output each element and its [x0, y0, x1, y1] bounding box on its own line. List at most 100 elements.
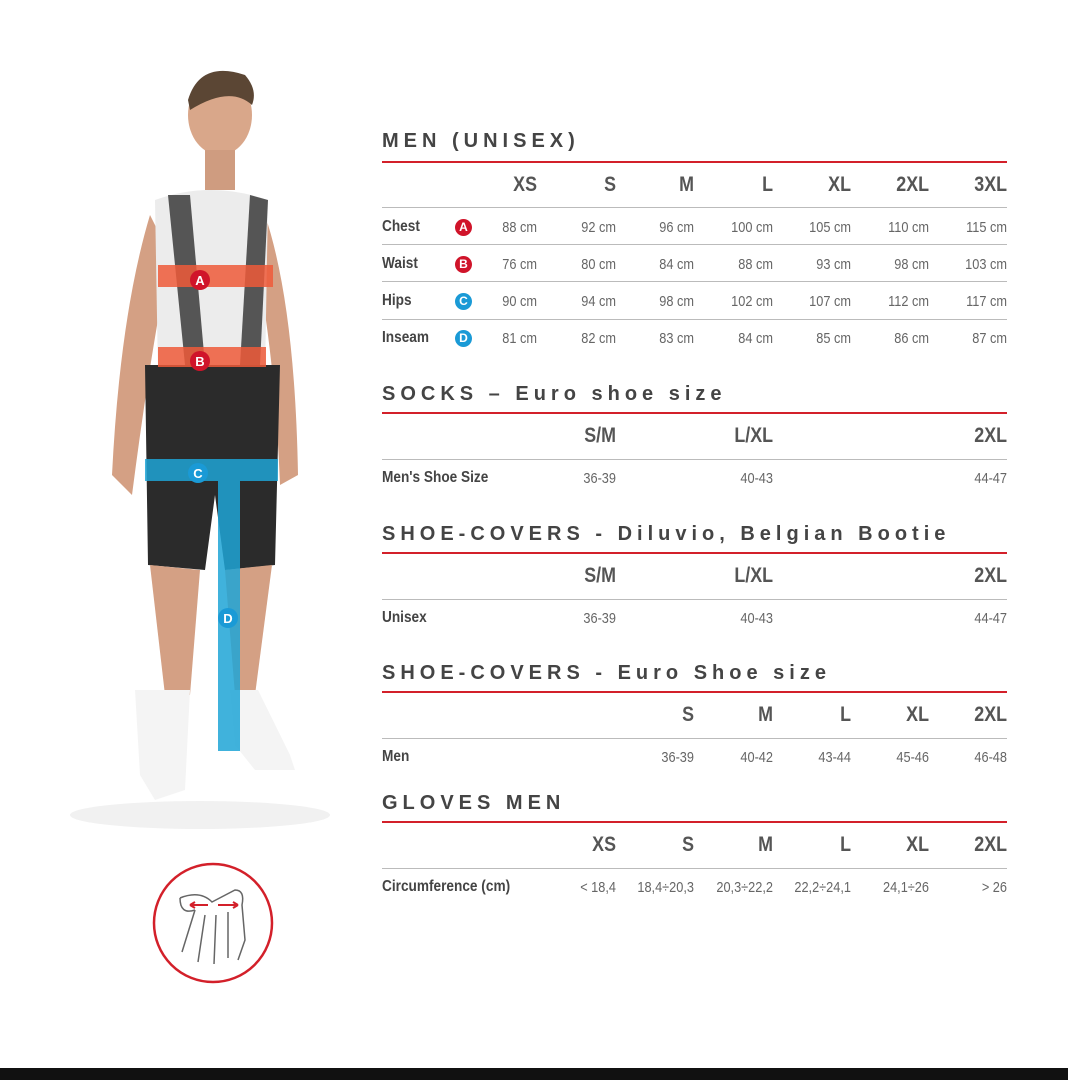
table-cell: 80 cm	[581, 256, 616, 273]
table-cell: 40-42	[740, 749, 773, 766]
size-header: L	[840, 833, 851, 856]
table-cell: < 18,4	[580, 879, 616, 896]
table-cell: 81 cm	[502, 330, 537, 347]
table-cell: 24,1÷26	[882, 879, 929, 896]
size-header: XL	[828, 173, 851, 196]
table-cell: 117 cm	[966, 293, 1007, 310]
table-cell: 103 cm	[965, 256, 1007, 273]
table-cell: 45-46	[896, 749, 929, 766]
table-cell: 86 cm	[894, 330, 929, 347]
table-cell: 36-39	[583, 470, 616, 487]
table-cell: 105 cm	[809, 219, 851, 236]
size-header: S	[682, 833, 694, 856]
table-cell: 40-43	[740, 470, 773, 487]
table-cell: 87 cm	[972, 330, 1007, 347]
divider	[382, 738, 1007, 739]
table-cell: 36-39	[661, 749, 694, 766]
table-cell: 82 cm	[581, 330, 616, 347]
svg-text:A: A	[195, 273, 205, 288]
men-size-table: MEN (UNISEX) XS S M L XL 2XL 3XL Chest A 88 cm 92 …	[382, 130, 1007, 360]
men-title: MEN (UNISEX)	[382, 130, 580, 152]
row-label: Inseam	[382, 329, 430, 346]
socks-size-table: SOCKS – Euro shoe size S/M L/XL 2XL Men's Sh…	[382, 383, 1007, 493]
divider	[382, 599, 1007, 600]
hand-circumference-icon	[152, 862, 274, 984]
table-cell: 40-43	[740, 610, 773, 627]
size-header: L	[840, 703, 851, 726]
size-header: XL	[906, 833, 929, 856]
size-header: XL	[906, 703, 929, 726]
size-header: L	[762, 173, 773, 196]
size-header: 2XL	[974, 424, 1007, 447]
badge-b: B	[190, 351, 210, 371]
divider	[382, 552, 1007, 554]
badge-d: D	[218, 608, 238, 628]
divider	[382, 691, 1007, 693]
row-label: Men	[382, 748, 410, 765]
divider	[382, 244, 1007, 245]
row-label: Circumference (cm)	[382, 878, 511, 895]
size-header: 2XL	[974, 703, 1007, 726]
badge-c: C	[188, 463, 208, 483]
measure-badge: A	[455, 219, 472, 236]
size-header: S	[682, 703, 694, 726]
table-cell: 84 cm	[738, 330, 773, 347]
section-title: GLOVES MEN	[382, 792, 566, 814]
bottom-bar	[0, 1068, 1068, 1080]
svg-text:D: D	[223, 611, 232, 626]
row-label: Unisex	[382, 609, 427, 626]
table-cell: 96 cm	[659, 219, 694, 236]
size-header: 2XL	[974, 833, 1007, 856]
table-cell: 88 cm	[738, 256, 773, 273]
table-cell: 112 cm	[888, 293, 929, 310]
measure-badge: D	[455, 330, 472, 347]
table-cell: 102 cm	[731, 293, 773, 310]
size-header: XS	[592, 833, 616, 856]
model-figure: A B C D	[70, 70, 330, 829]
section-title: SHOE-COVERS - Euro Shoe size	[382, 662, 831, 684]
size-header: 2XL	[974, 564, 1007, 587]
size-header: S	[604, 173, 616, 196]
shoecovers-euro-table: SHOE-COVERS - Euro Shoe size S M L XL 2XL Men 3…	[382, 662, 1007, 772]
svg-text:C: C	[193, 466, 203, 481]
table-cell: 107 cm	[809, 293, 851, 310]
size-header: M	[758, 703, 773, 726]
table-cell: 98 cm	[894, 256, 929, 273]
divider	[382, 459, 1007, 460]
table-cell: > 26	[981, 879, 1007, 896]
table-cell: 36-39	[583, 610, 616, 627]
size-header: S/M	[584, 564, 616, 587]
divider	[382, 319, 1007, 320]
table-cell: 92 cm	[581, 219, 616, 236]
section-title: SHOE-COVERS - Diluvio, Belgian Bootie	[382, 523, 951, 545]
size-header: S/M	[584, 424, 616, 447]
size-header: XS	[513, 173, 537, 196]
table-cell: 76 cm	[502, 256, 537, 273]
measure-badge: C	[455, 293, 472, 310]
size-header: 2XL	[896, 173, 929, 196]
divider	[382, 161, 1007, 163]
table-cell: 110 cm	[888, 219, 929, 236]
size-header: L/XL	[734, 424, 773, 447]
shoecovers-diluvio-table: SHOE-COVERS - Diluvio, Belgian Bootie S/M…	[382, 523, 1007, 633]
table-cell: 88 cm	[502, 219, 537, 236]
table-cell: 84 cm	[659, 256, 694, 273]
table-cell: 94 cm	[581, 293, 616, 310]
waist-band	[158, 347, 266, 367]
divider	[382, 868, 1007, 869]
table-cell: 18,4÷20,3	[637, 879, 694, 896]
table-cell: 44-47	[974, 470, 1007, 487]
table-cell: 20,3÷22,2	[716, 879, 773, 896]
table-cell: 83 cm	[659, 330, 694, 347]
table-cell: 98 cm	[659, 293, 694, 310]
table-cell: 93 cm	[816, 256, 851, 273]
badge-a: A	[190, 270, 210, 290]
row-label: Hips	[382, 292, 412, 309]
divider	[382, 207, 1007, 208]
table-cell: 43-44	[818, 749, 851, 766]
divider	[382, 281, 1007, 282]
size-header: L/XL	[734, 564, 773, 587]
row-label: Men's Shoe Size	[382, 469, 489, 486]
section-title: SOCKS – Euro shoe size	[382, 383, 727, 405]
divider	[382, 412, 1007, 414]
